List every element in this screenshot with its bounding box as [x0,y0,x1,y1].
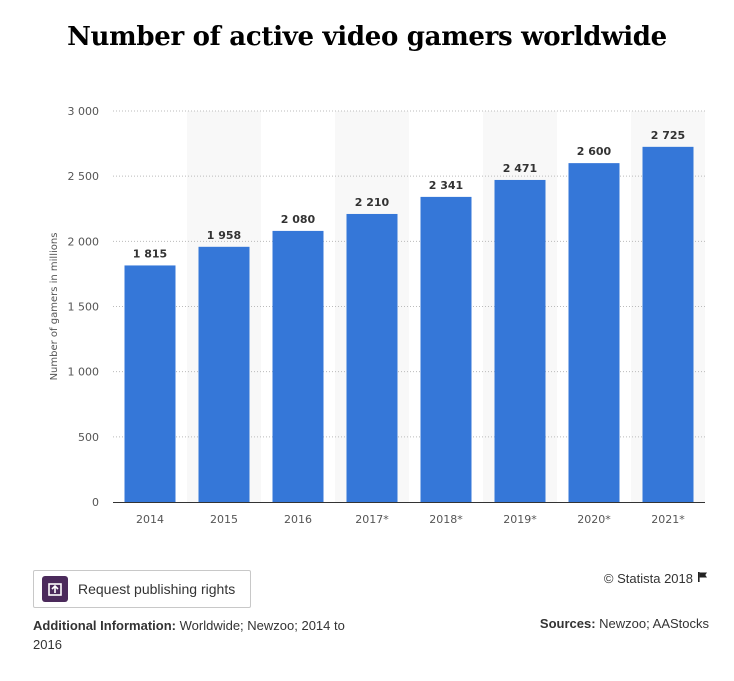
bar[interactable] [346,213,398,503]
data-label: 2 600 [577,145,612,158]
additional-info-text: Worldwide; Newzoo; 2014 to 2016 [33,618,345,652]
data-label: 2 080 [281,213,316,226]
bar[interactable] [642,146,694,502]
copyright-label: © Statista 2018 [603,571,693,586]
request-publishing-rights-button[interactable]: Request publishing rights [33,570,251,608]
x-tick-label: 2016 [284,513,312,526]
bar[interactable] [568,163,620,502]
y-tick-label: 500 [78,431,99,444]
copyright-text: © Statista 2018 [604,571,709,586]
bar[interactable] [272,230,324,502]
x-tick-label: 2018* [429,513,463,526]
y-axis-label: Number of gamers in millions [49,233,60,381]
data-label: 1 958 [207,229,241,242]
rights-button-label: Request publishing rights [78,581,236,597]
bar[interactable] [124,265,176,502]
x-tick-label: 2017* [355,513,389,526]
y-tick-label: 1 500 [68,301,100,314]
bar-chart: 1 815 1 958 2 080 2 210 2 341 2 471 2 600 2 725… [49,105,705,526]
bar[interactable] [494,179,546,502]
x-tick-label: 2014 [136,513,164,526]
data-label: 2 471 [503,162,537,175]
bar[interactable] [420,196,472,503]
sources-label: Sources: [539,616,596,631]
sources: Sources: Newzoo; AAStocks [540,616,709,631]
y-tick-label: 2 000 [68,235,100,248]
sources-text: Newzoo; AAStocks [599,616,709,631]
chart-title: Number of active video gamers worldwide [67,22,667,52]
x-tick-label: 2021* [651,513,685,526]
additional-info-label: Additional Information: [33,618,176,633]
data-label: 1 815 [133,247,167,260]
flag-icon[interactable] [697,571,709,586]
x-tick-label: 2020* [577,513,611,526]
x-tick-label: 2019* [503,513,537,526]
data-label: 2 725 [651,129,685,142]
y-tick-label: 0 [92,496,99,509]
additional-information: Additional Information: Worldwide; Newzo… [33,616,363,654]
y-tick-label: 1 000 [68,366,100,379]
y-tick-label: 3 000 [68,105,100,118]
data-label: 2 341 [429,179,463,192]
y-tick-label: 2 500 [68,170,100,183]
bar[interactable] [198,246,250,502]
data-label: 2 210 [355,196,390,209]
x-tick-label: 2015 [210,513,238,526]
publish-icon [42,576,68,602]
